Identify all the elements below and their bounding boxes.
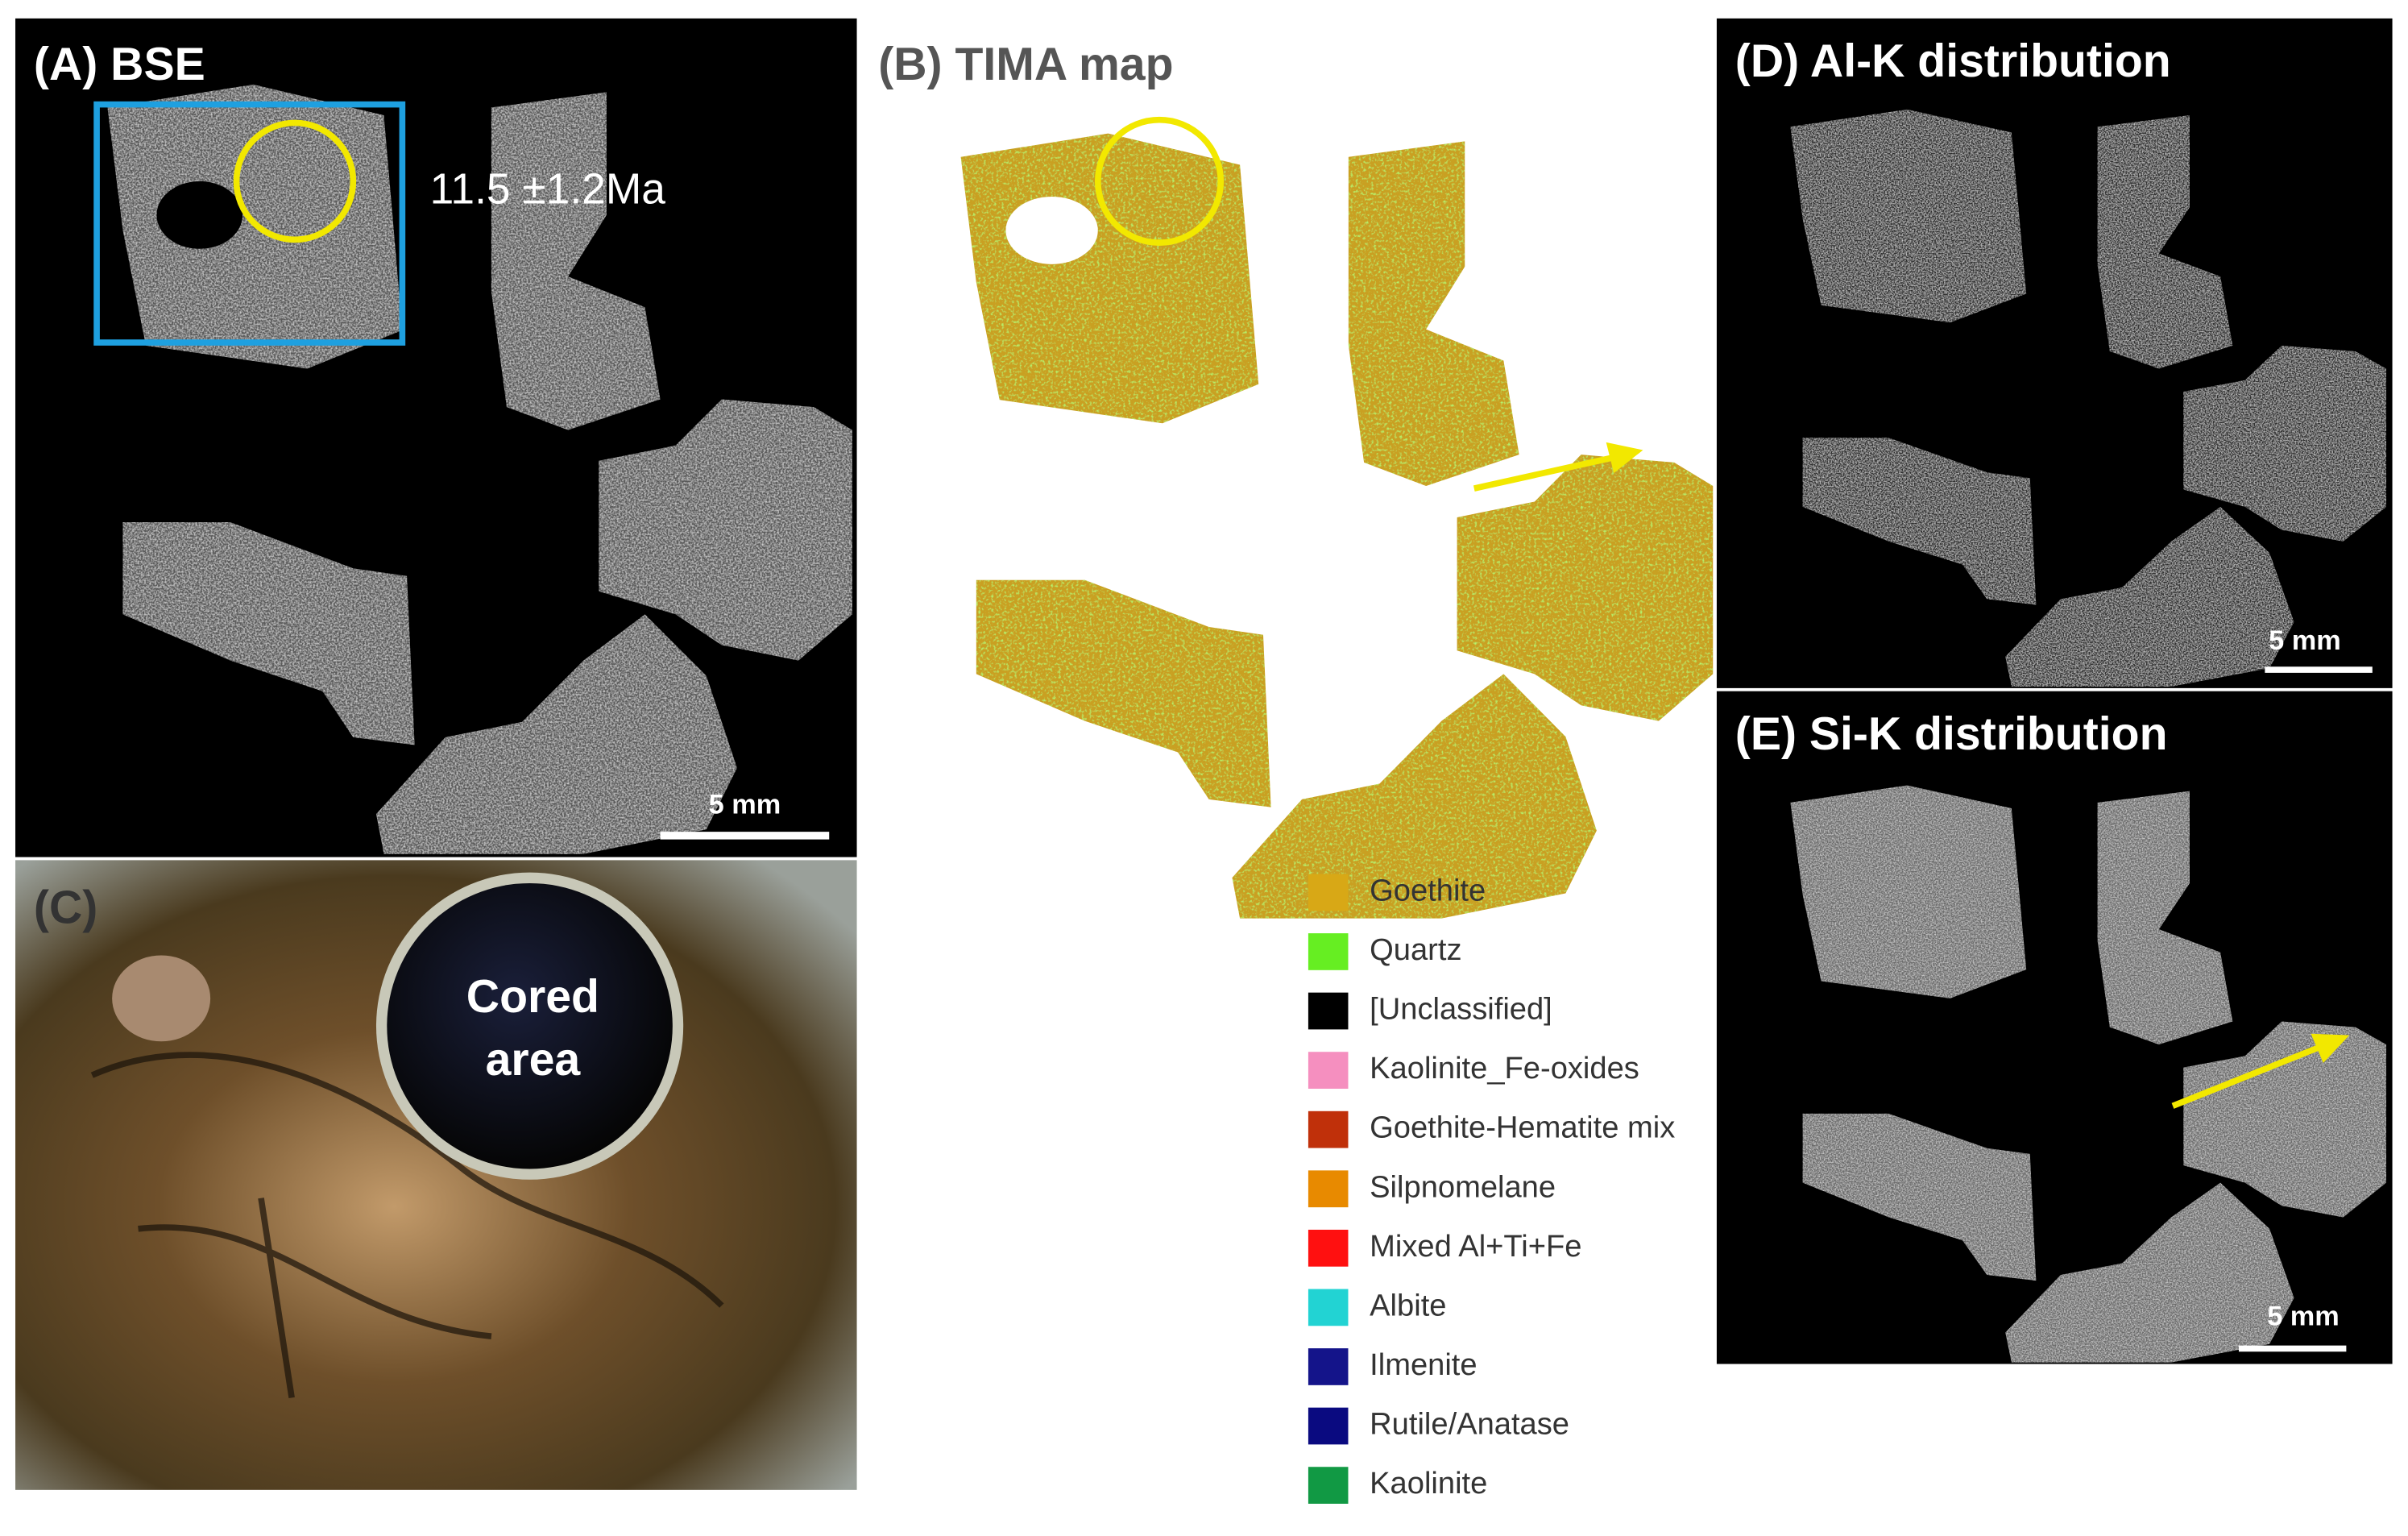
legend-label: Rutile/Anatase [1370,1407,1569,1442]
yellow-circle [1094,116,1225,246]
legend-swatch [1308,1467,1349,1504]
panel-d: (D) Al-K distribution 5 mm [1716,18,2393,688]
panel-label: (B) TIMA map [878,39,1173,90]
legend-label: Kaolinite_Fe-oxides [1370,1051,1639,1086]
scale-label: 5 mm [709,790,781,820]
panel-label: (E) Si-K distribution [1735,708,2168,760]
arrow [2171,1044,2320,1109]
legend-swatch [1308,1289,1349,1326]
legend-label: [Unclassified] [1370,992,1552,1027]
grain [112,955,211,1042]
arrow-head [2311,1033,2350,1063]
scale-label: 5 mm [2267,1301,2340,1331]
legend-swatch [1308,1052,1349,1089]
legend-swatch [1308,992,1349,1030]
cracks [90,1052,724,1399]
panel-a: (A) BSE 11.5 ±1.2Ma 5 mm [15,18,857,857]
legend-label: Quartz [1370,932,1461,967]
legend-label: Kaolinite [1370,1466,1487,1501]
yellow-circle [233,119,357,243]
legend-swatch [1308,874,1349,911]
panel-b: (B) TIMA map Goethite Quartz [Unclassified… [878,39,1714,1504]
panel-label: (C) [34,882,97,933]
arrow [1473,455,1614,492]
panel-c: (C) Cored area [15,860,857,1490]
panel-label: (A) BSE [34,39,205,90]
void [1005,196,1098,264]
legend-label: Goethite-Hematite mix [1370,1110,1675,1145]
legend-swatch [1308,1229,1349,1267]
scale-label: 5 mm [2269,625,2341,656]
legend-swatch [1308,1348,1349,1385]
arrow-head [1606,442,1643,474]
legend-label: Silpnomelane [1370,1169,1556,1204]
legend-swatch [1308,1407,1349,1445]
legend-swatch [1308,933,1349,970]
panel-e: (E) Si-K distribution 5 mm [1716,691,2393,1364]
blue-box [93,101,406,346]
legend-swatch [1308,1110,1349,1148]
legend-label: Mixed Al+Ti+Fe [1370,1229,1581,1264]
legend: Goethite Quartz [Unclassified] Kaolinite_Fe… [1308,873,1675,1504]
legend-label: Ilmenite [1370,1347,1477,1382]
legend-label: Goethite [1370,873,1486,907]
cored-hole [387,882,673,1169]
void [156,181,243,249]
age-annotation: 11.5 ±1.2Ma [430,165,666,213]
legend-swatch [1308,1170,1349,1208]
legend-label: Albite [1370,1288,1446,1322]
panel-label: (D) Al-K distribution [1735,35,2171,87]
cored-label: Cored [466,971,599,1023]
cored-label: area [486,1034,582,1086]
